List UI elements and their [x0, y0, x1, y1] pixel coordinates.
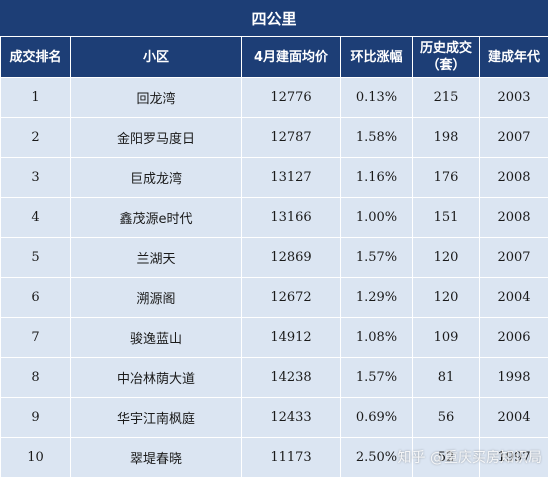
cell-change: 1.57% — [340, 237, 413, 278]
cell-rank: 6 — [0, 277, 71, 318]
table-row: 2 金阳罗马度日 12787 1.58% 198 2007 — [0, 117, 548, 158]
cell-year: 2006 — [479, 317, 548, 358]
table-row: 6 溯源阁 12672 1.29% 120 2004 — [0, 277, 548, 318]
table-row: 3 巨成龙湾 13127 1.16% 176 2008 — [0, 157, 548, 198]
cell-deals: 198 — [412, 117, 480, 158]
cell-year: 2004 — [479, 397, 548, 438]
cell-community: 巨成龙湾 — [70, 157, 242, 198]
cell-rank: 9 — [0, 397, 71, 438]
header-rank: 成交排名 — [0, 37, 71, 78]
table-row: 4 鑫茂源e时代 13166 1.00% 151 2008 — [0, 197, 548, 238]
cell-rank: 5 — [0, 237, 71, 278]
cell-year: 2007 — [479, 237, 548, 278]
header-deals-label: 历史成交 （套） — [419, 41, 472, 73]
table-title: 四公里 — [0, 0, 548, 37]
cell-change: 1.57% — [340, 357, 413, 398]
cell-avg-price: 11173 — [241, 437, 341, 477]
cell-change: 2.50% — [340, 437, 413, 477]
table-row: 7 骏逸蓝山 14912 1.08% 109 2006 — [0, 317, 548, 358]
header-row: 成交排名 小区 4月建面均价 环比涨幅 历史成交 （套） 建成年代 — [0, 37, 548, 78]
ranking-table: 成交排名 小区 4月建面均价 环比涨幅 历史成交 （套） 建成年代 1 回龙湾 127… — [0, 37, 548, 477]
cell-change: 1.58% — [340, 117, 413, 158]
cell-rank: 10 — [0, 437, 71, 477]
cell-rank: 7 — [0, 317, 71, 358]
table-row: 10 翠堤春晓 11173 2.50% 52 1997 — [0, 437, 548, 477]
cell-deals: 52 — [412, 437, 480, 477]
header-year: 建成年代 — [479, 37, 548, 78]
cell-deals: 176 — [412, 157, 480, 198]
table-row: 5 兰湖天 12869 1.57% 120 2007 — [0, 237, 548, 278]
header-community: 小区 — [70, 37, 242, 78]
cell-deals: 109 — [412, 317, 480, 358]
cell-community: 鑫茂源e时代 — [70, 197, 242, 238]
cell-deals: 56 — [412, 397, 480, 438]
cell-avg-price: 12433 — [241, 397, 341, 438]
cell-rank: 8 — [0, 357, 71, 398]
cell-year: 1997 — [479, 437, 548, 477]
cell-avg-price: 12787 — [241, 117, 341, 158]
cell-year: 2003 — [479, 77, 548, 118]
cell-avg-price: 14912 — [241, 317, 341, 358]
cell-deals: 215 — [412, 77, 480, 118]
cell-year: 2007 — [479, 117, 548, 158]
cell-change: 1.08% — [340, 317, 413, 358]
table-row: 8 中冶林荫大道 14238 1.57% 81 1998 — [0, 357, 548, 398]
cell-deals: 120 — [412, 237, 480, 278]
cell-change: 0.69% — [340, 397, 413, 438]
cell-community: 金阳罗马度日 — [70, 117, 242, 158]
table-row: 9 华宇江南枫庭 12433 0.69% 56 2004 — [0, 397, 548, 438]
cell-change: 0.13% — [340, 77, 413, 118]
cell-rank: 1 — [0, 77, 71, 118]
cell-avg-price: 12869 — [241, 237, 341, 278]
cell-community: 翠堤春晓 — [70, 437, 242, 477]
cell-year: 1998 — [479, 357, 548, 398]
cell-avg-price: 13127 — [241, 157, 341, 198]
cell-rank: 2 — [0, 117, 71, 158]
cell-community: 兰湖天 — [70, 237, 242, 278]
cell-avg-price: 14238 — [241, 357, 341, 398]
cell-community: 回龙湾 — [70, 77, 242, 118]
cell-rank: 4 — [0, 197, 71, 238]
header-change: 环比涨幅 — [340, 37, 413, 78]
cell-year: 2004 — [479, 277, 548, 318]
cell-rank: 3 — [0, 157, 71, 198]
cell-community: 中冶林荫大道 — [70, 357, 242, 398]
table-row: 1 回龙湾 12776 0.13% 215 2003 — [0, 77, 548, 118]
header-deals: 历史成交 （套） — [412, 37, 480, 78]
cell-community: 华宇江南枫庭 — [70, 397, 242, 438]
cell-avg-price: 12672 — [241, 277, 341, 318]
cell-deals: 81 — [412, 357, 480, 398]
cell-avg-price: 12776 — [241, 77, 341, 118]
cell-community: 骏逸蓝山 — [70, 317, 242, 358]
cell-year: 2008 — [479, 197, 548, 238]
cell-change: 1.16% — [340, 157, 413, 198]
cell-year: 2008 — [479, 157, 548, 198]
cell-avg-price: 13166 — [241, 197, 341, 238]
cell-change: 1.00% — [340, 197, 413, 238]
cell-change: 1.29% — [340, 277, 413, 318]
cell-deals: 120 — [412, 277, 480, 318]
header-avg-price: 4月建面均价 — [241, 37, 341, 78]
cell-deals: 151 — [412, 197, 480, 238]
cell-community: 溯源阁 — [70, 277, 242, 318]
